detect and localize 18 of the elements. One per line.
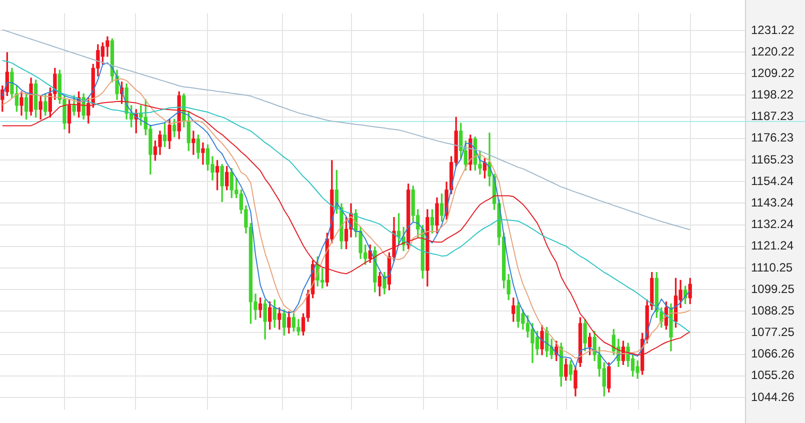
y-tick-label: 1187.23 xyxy=(751,109,794,124)
y-tick-label: 1154.24 xyxy=(751,174,794,188)
y-tick-label: 1099.25 xyxy=(751,282,795,296)
y-tick-label: 1165.23 xyxy=(751,152,794,166)
y-tick-label: 1198.22 xyxy=(751,88,794,102)
y-tick-label: 1121.24 xyxy=(751,238,794,253)
y-tick-label: 1044.26 xyxy=(751,390,795,404)
y-tick-label: 1110.25 xyxy=(751,260,793,274)
y-tick-label: 1220.22 xyxy=(751,44,795,58)
y-tick-label: 1176.23 xyxy=(751,130,794,145)
y-tick-label: 1209.22 xyxy=(751,66,795,80)
y-tick-label: 1077.25 xyxy=(751,325,795,340)
y-tick-label: 1055.26 xyxy=(751,368,795,382)
y-tick-label: 1132.24 xyxy=(751,217,794,232)
y-tick-label: 1066.26 xyxy=(751,346,795,361)
y-tick-label: 1143.24 xyxy=(751,195,794,210)
y-tick-label: 1088.25 xyxy=(751,303,795,318)
y-tick-label: 1231.22 xyxy=(751,22,795,37)
